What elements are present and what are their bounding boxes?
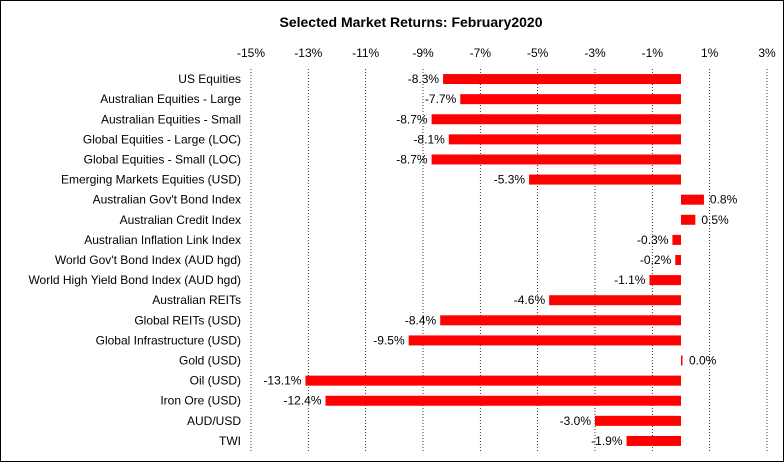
bar	[595, 415, 681, 426]
bar	[681, 194, 704, 205]
x-tick-label: -9%	[412, 46, 434, 60]
category-label: Global REITs (USD)	[134, 313, 241, 327]
bar	[443, 74, 681, 85]
data-label: -1.9%	[591, 434, 623, 448]
bar	[440, 315, 681, 326]
bar	[626, 435, 681, 446]
bar	[672, 234, 681, 245]
bar	[549, 295, 681, 306]
data-label: 0.8%	[710, 193, 738, 207]
data-label: -12.4%	[284, 394, 322, 408]
category-label: Emerging Markets Equities (USD)	[61, 173, 241, 187]
category-label: Australian Credit Index	[120, 213, 241, 227]
category-label: Oil (USD)	[190, 374, 241, 388]
x-tick-label: -11%	[352, 46, 379, 60]
bar	[681, 355, 683, 366]
data-labels: -8.3% -7.7% -8.7% -8.1% -8.7% -5.3% 0.8% 0.5% -0…	[263, 72, 737, 448]
category-label: Global Equities - Small (LOC)	[84, 152, 241, 166]
data-label: -3.0%	[560, 414, 592, 428]
data-label: -9.5%	[373, 333, 405, 347]
data-label: -1.1%	[614, 273, 646, 287]
x-tick-label: 1%	[701, 46, 719, 60]
category-label: Global Equities - Large (LOC)	[83, 132, 241, 146]
bar	[460, 94, 681, 105]
x-tick-label: -1%	[642, 46, 664, 60]
bar	[675, 255, 681, 265]
chart-title: Selected Market Returns: February2020	[280, 14, 543, 30]
category-label: Australian Equities - Large	[100, 92, 241, 106]
data-label: -5.3%	[494, 173, 526, 187]
data-label: 0.5%	[701, 213, 729, 227]
category-label: Australian Gov't Bond Index	[93, 193, 241, 207]
x-tick-label: 3%	[758, 46, 776, 60]
data-label: -8.1%	[413, 132, 445, 146]
bar	[305, 375, 681, 386]
category-label: Australian Equities - Small	[101, 112, 241, 126]
category-label: Gold (USD)	[179, 354, 241, 368]
x-tick-label: -7%	[470, 46, 492, 60]
bar	[431, 154, 681, 165]
category-label: AUD/USD	[187, 414, 241, 428]
category-label: Australian Inflation Link Index	[84, 233, 241, 247]
bar	[529, 174, 681, 185]
category-label: Iron Ore (USD)	[160, 394, 241, 408]
data-label: -8.4%	[405, 313, 437, 327]
x-tick-label: -3%	[584, 46, 606, 60]
category-label: Global Infrastructure (USD)	[96, 333, 241, 347]
data-label: -0.2%	[640, 253, 672, 267]
category-labels: US Equities Australian Equities - Large Au…	[28, 72, 241, 448]
bar	[448, 134, 681, 145]
x-axis-ticks: -15% -13% -11% -9% -7% -5% -3% -1% 1% 3%	[237, 46, 776, 60]
bar	[681, 214, 696, 225]
bars	[305, 74, 704, 446]
data-label: -0.3%	[637, 233, 669, 247]
data-label: -13.1%	[263, 374, 301, 388]
bar	[431, 114, 681, 125]
x-tick-label: -5%	[527, 46, 549, 60]
x-tick-label: -15%	[237, 46, 265, 60]
data-label: -4.6%	[514, 293, 546, 307]
bar	[325, 395, 681, 406]
data-label: -8.7%	[396, 152, 428, 166]
bar	[649, 275, 681, 286]
category-label: World Gov't Bond Index (AUD hgd)	[55, 253, 241, 267]
x-tick-label: -13%	[294, 46, 322, 60]
category-label: Australian REITs	[152, 293, 241, 307]
grid-lines	[250, 69, 768, 451]
data-label: -7.7%	[425, 92, 457, 106]
category-label: TWI	[219, 434, 241, 448]
category-label: US Equities	[178, 72, 241, 86]
category-label: World High Yield Bond Index (AUD hgd)	[28, 273, 241, 287]
data-label: 0.0%	[689, 354, 717, 368]
data-label: -8.7%	[396, 112, 428, 126]
data-label: -8.3%	[408, 72, 440, 86]
bar	[408, 335, 681, 346]
